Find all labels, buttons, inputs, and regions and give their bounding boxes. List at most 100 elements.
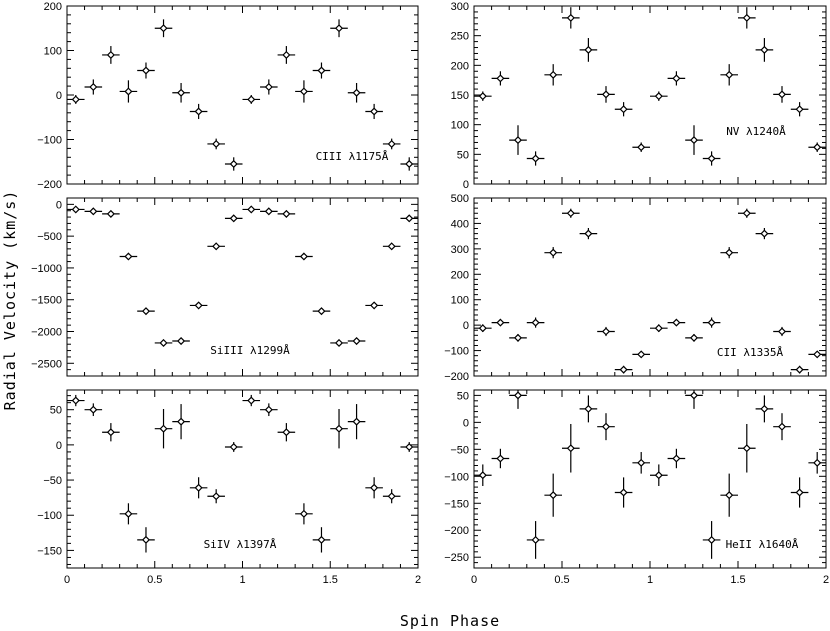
data-point	[672, 454, 681, 463]
data-point	[299, 87, 308, 96]
data-point	[229, 214, 238, 223]
panel-2: 0 50 100 150 200 250 300 NV λ1240Å	[451, 1, 827, 191]
data-point	[549, 248, 558, 257]
data-point	[513, 333, 523, 342]
data-point	[334, 424, 344, 433]
data-point	[566, 209, 575, 218]
x-tick-label: 0	[64, 574, 70, 586]
data-points	[474, 208, 826, 374]
data-point	[654, 324, 663, 333]
data-point	[352, 417, 361, 426]
data-point	[777, 422, 787, 431]
y-tick-label: 300	[451, 244, 469, 256]
data-point	[619, 488, 628, 497]
data-point	[619, 105, 628, 114]
data-point	[89, 82, 98, 92]
x-tick-label: 1	[647, 574, 653, 586]
data-point	[177, 417, 186, 426]
data-point	[370, 107, 379, 116]
data-point	[742, 209, 751, 218]
data-point	[813, 458, 822, 467]
data-point	[159, 24, 168, 33]
y-tick-label: −150	[444, 498, 469, 510]
y-axis-title: Radial Velocity (km/s)	[1, 190, 19, 411]
data-point	[742, 444, 751, 453]
data-point	[513, 391, 523, 400]
data-point	[405, 159, 414, 169]
x-tick-label: 1.5	[730, 574, 745, 586]
data-points	[474, 7, 826, 166]
data-point	[707, 535, 716, 544]
data-point	[387, 242, 396, 251]
data-point	[760, 45, 769, 54]
data-point	[299, 252, 308, 261]
data-point	[212, 242, 221, 251]
data-point	[566, 444, 575, 453]
panel-label: SiIV λ1397Å	[204, 538, 277, 551]
data-point	[725, 248, 734, 257]
data-point	[689, 136, 699, 145]
x-tick-label: 0.5	[554, 574, 569, 586]
data-point	[124, 252, 133, 261]
data-point	[689, 333, 699, 342]
y-tick-label: 50	[457, 390, 469, 402]
data-point	[531, 154, 540, 163]
x-tick-label: 0.5	[147, 574, 162, 586]
data-point	[264, 405, 273, 414]
y-tick-label: 50	[457, 149, 469, 161]
data-point	[247, 95, 256, 104]
y-tick-label: 50	[50, 405, 62, 417]
data-point	[777, 327, 787, 336]
y-tick-label: 0	[463, 417, 469, 429]
data-point	[496, 74, 505, 83]
data-point	[177, 88, 186, 97]
data-point	[496, 454, 505, 463]
data-point	[813, 143, 822, 152]
data-point	[777, 90, 787, 99]
data-point	[601, 422, 611, 431]
y-tick-label: −100	[444, 471, 469, 483]
y-tick-label: 500	[451, 193, 469, 205]
data-point	[89, 207, 98, 216]
data-point	[71, 205, 80, 214]
data-point	[584, 404, 593, 413]
data-point	[619, 365, 628, 374]
data-point	[654, 471, 663, 480]
data-point	[264, 82, 273, 92]
data-point	[106, 209, 115, 218]
data-point	[124, 87, 133, 96]
y-tick-label: 0	[463, 320, 469, 332]
y-tick-label: 0	[463, 179, 469, 191]
y-tick-label: −100	[444, 346, 469, 358]
data-point	[282, 209, 291, 218]
data-point	[531, 318, 540, 327]
x-tick-label: 1.5	[323, 574, 338, 586]
y-tick-label: −200	[37, 179, 62, 191]
data-point	[124, 509, 133, 518]
x-axis-title: Spin Phase	[400, 612, 500, 630]
data-point	[795, 105, 804, 114]
panel-label: NV λ1240Å	[726, 125, 786, 138]
data-point	[212, 139, 221, 148]
y-tick-label: 150	[451, 90, 469, 102]
y-tick-label: 100	[451, 295, 469, 307]
data-point	[672, 74, 681, 83]
data-point	[637, 458, 646, 467]
data-point	[478, 471, 487, 480]
data-point	[317, 66, 326, 75]
data-point	[566, 13, 575, 22]
y-tick-label: −100	[37, 510, 62, 522]
data-point	[387, 492, 396, 501]
data-point	[71, 95, 80, 104]
data-point	[760, 229, 769, 238]
data-point	[513, 136, 523, 145]
data-point	[760, 404, 769, 413]
data-point	[212, 492, 221, 501]
panel-4: −200 −100 0 100 200 300 400 500 CII λ1335Å	[444, 193, 827, 383]
data-point	[282, 428, 291, 437]
data-point	[106, 428, 115, 437]
y-tick-label: −2500	[31, 358, 62, 370]
y-tick-label: 0	[56, 90, 62, 102]
